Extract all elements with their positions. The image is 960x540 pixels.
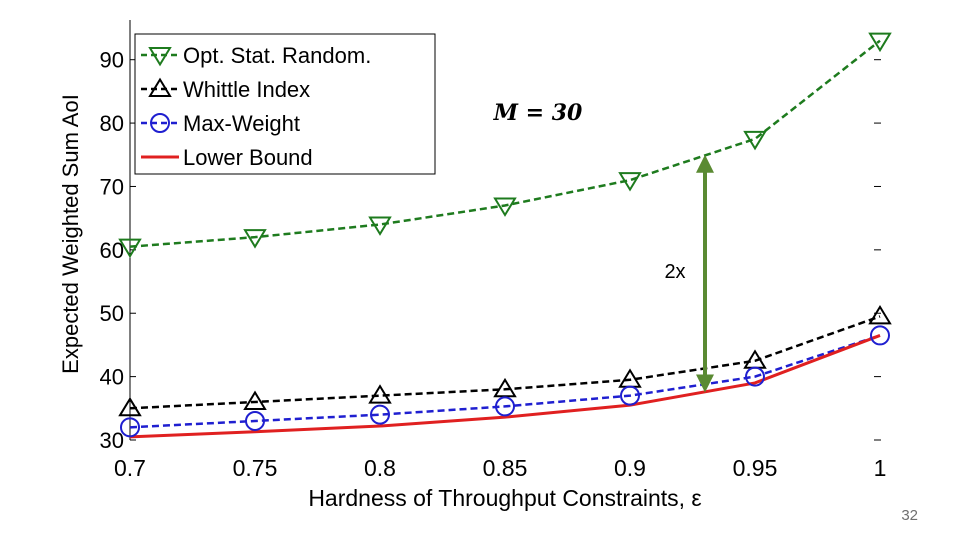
legend-label-3: Lower Bound	[183, 145, 313, 170]
series-1-point	[368, 384, 392, 404]
series-0-point	[243, 229, 267, 249]
legend-label-2: Max-Weight	[183, 111, 300, 136]
series-line-3	[129, 334, 881, 439]
legend-box	[134, 33, 436, 175]
series-2-point	[620, 385, 640, 406]
series-1-point	[118, 396, 142, 417]
legend-marker-0	[148, 47, 172, 67]
series-0-point	[493, 197, 517, 217]
legend-marker-1	[148, 77, 172, 97]
legend-label-0: Opt. Stat. Random.	[183, 43, 371, 68]
y-tick-label: 70	[100, 174, 124, 199]
series-0-point	[368, 216, 392, 236]
x-tick-label: 1	[874, 455, 887, 481]
series-0-point	[743, 130, 767, 151]
y-tick-label: 60	[100, 238, 124, 263]
series-1-point	[868, 304, 892, 325]
y-tick-label: 80	[100, 111, 124, 136]
slide-number: 32	[901, 507, 918, 524]
x-tick-label: 0.7	[114, 455, 146, 481]
annotation-2x: 2x	[664, 261, 685, 283]
series-2-point	[245, 410, 265, 431]
series-2-point	[495, 396, 515, 417]
y-axis-label: Expected Weighted Sum AoI	[58, 94, 83, 374]
series-0-point	[618, 172, 642, 192]
y-tick-label: 50	[100, 301, 124, 326]
series-1-point	[493, 377, 517, 398]
series-2-point	[745, 366, 765, 387]
x-axis-label: Hardness of Throughput Constraints, ε	[308, 485, 701, 511]
annotation-m: M = 30	[493, 100, 583, 126]
x-tick-label: 0.9	[614, 455, 646, 481]
legend-marker-2	[150, 113, 170, 133]
series-2-point	[870, 325, 890, 346]
series-0-point	[118, 238, 142, 259]
series-line-0	[129, 39, 881, 248]
series-line-1	[129, 315, 881, 410]
y-tick-label: 30	[100, 428, 124, 453]
arrow-head-down	[696, 374, 714, 393]
x-tick-label: 0.95	[733, 455, 778, 481]
series-0-point	[868, 32, 892, 53]
y-tick-label: 90	[100, 48, 124, 73]
series-2-point	[370, 404, 390, 425]
series-2-point	[120, 417, 140, 438]
legend-label-1: Whittle Index	[183, 77, 310, 102]
arrow-head-up	[696, 154, 714, 173]
x-tick-label: 0.8	[364, 455, 396, 481]
series-1-point	[243, 390, 267, 410]
y-tick-label: 40	[100, 365, 124, 390]
x-tick-label: 0.85	[483, 455, 528, 481]
x-tick-label: 0.75	[233, 455, 278, 481]
legend: Opt. Stat. Random. Whittle Index Max-Weigh…	[134, 33, 436, 175]
series-line-2	[129, 334, 881, 429]
